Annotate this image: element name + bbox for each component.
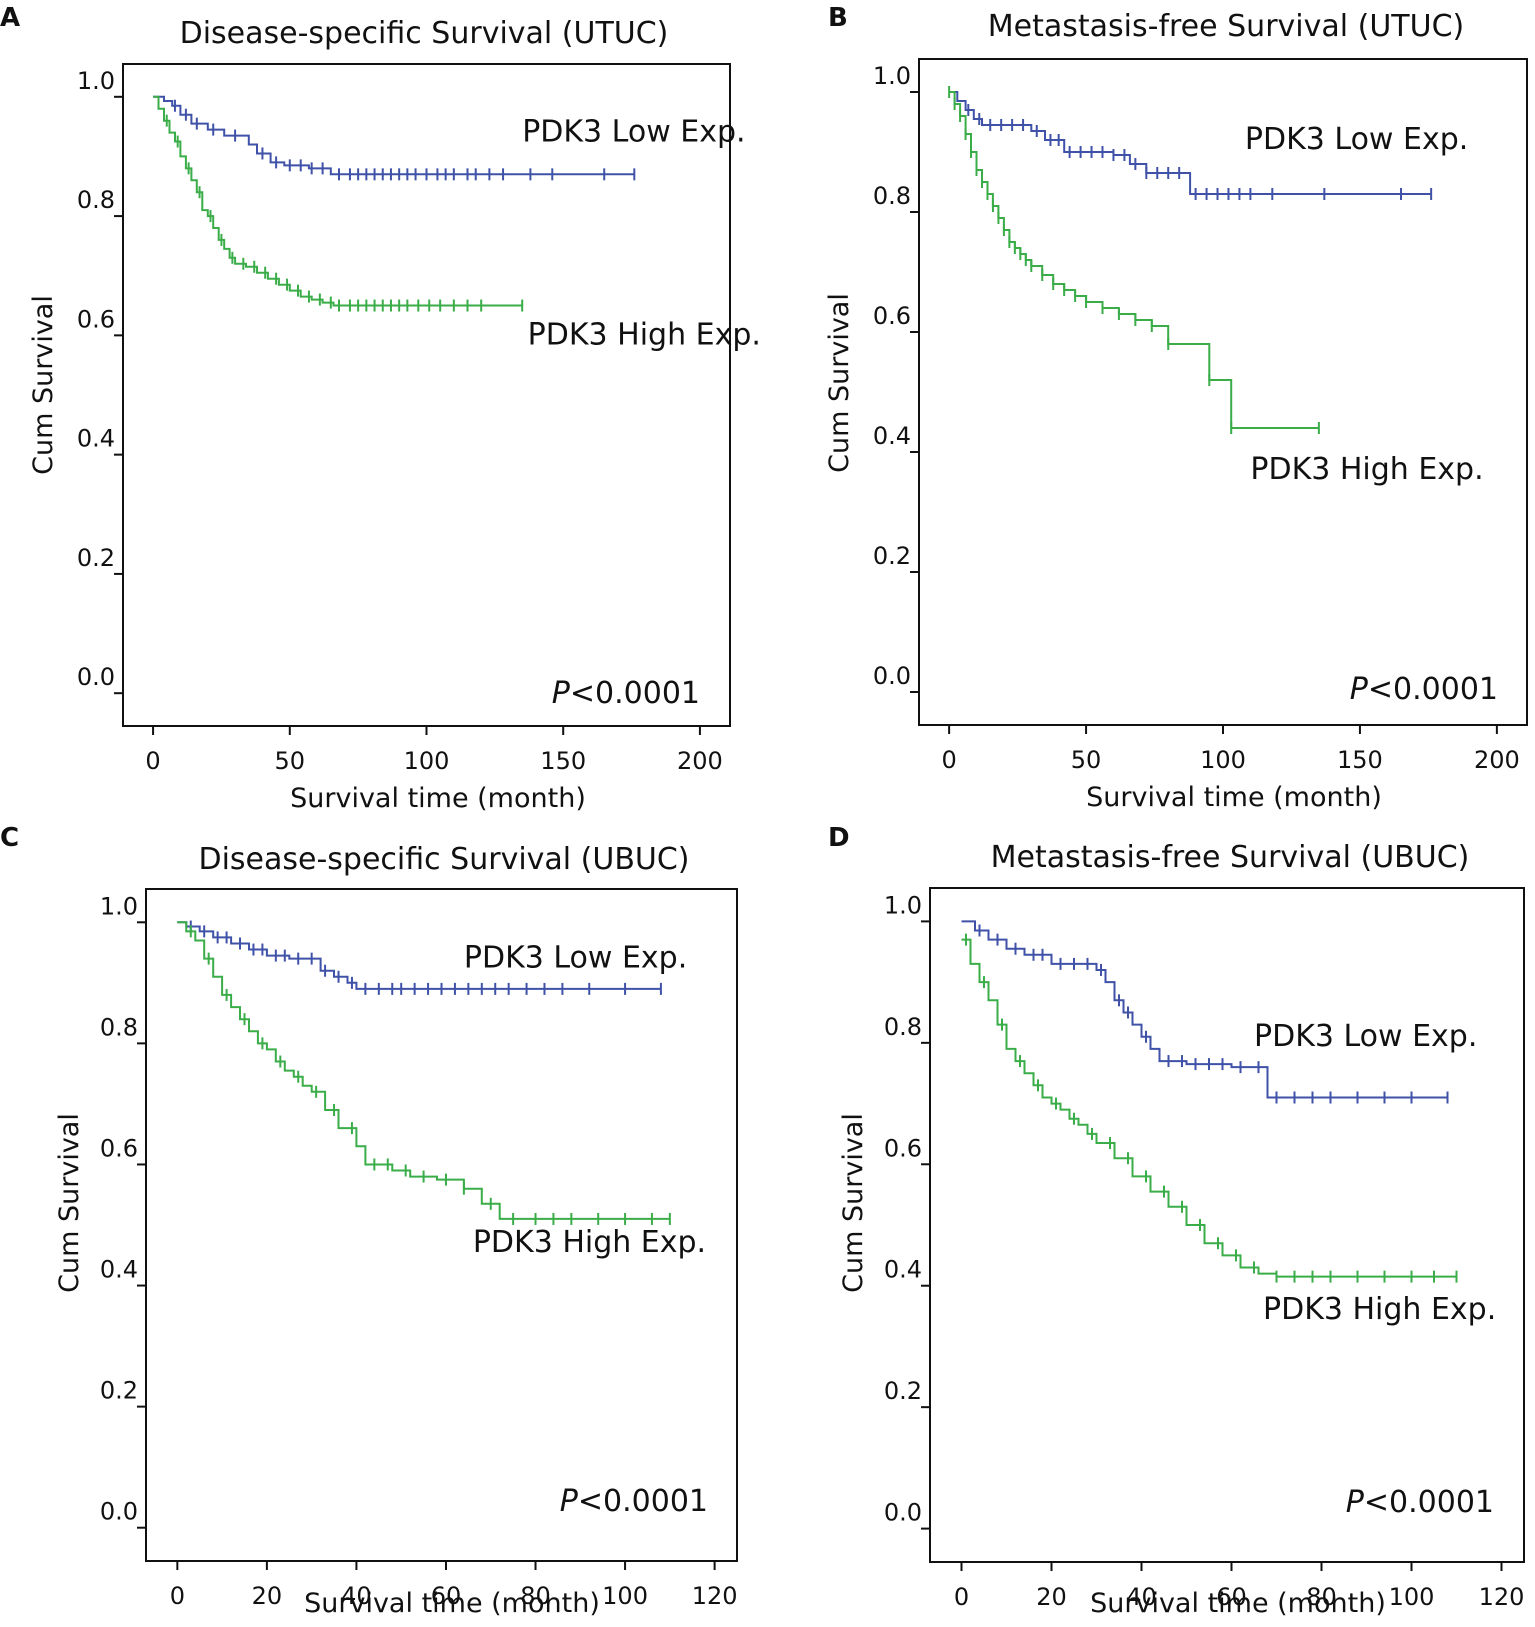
x-tick-label-b: 200 bbox=[1474, 746, 1520, 774]
chart-title-c: Disease-specific Survival (UBUC) bbox=[198, 842, 689, 877]
x-tick-label-c: 100 bbox=[602, 1582, 648, 1610]
y-tick-label-a: 0.6 bbox=[77, 305, 115, 333]
p-value-c: P<0.0001 bbox=[560, 1484, 708, 1519]
x-tick-label-a: 150 bbox=[540, 747, 586, 775]
chart-title-b: Metastasis-free Survival (UTUC) bbox=[988, 9, 1464, 44]
x-tick-label-d: 20 bbox=[1036, 1583, 1067, 1611]
y-tick-label-a: 1.0 bbox=[77, 67, 115, 95]
panel-letter-c: C bbox=[0, 823, 19, 853]
x-tick-label-b: 100 bbox=[1200, 746, 1246, 774]
curve-label-high-b: PDK3 High Exp. bbox=[1250, 452, 1483, 487]
curve-label-low-a: PDK3 Low Exp. bbox=[522, 115, 745, 150]
x-tick-label-d: 100 bbox=[1389, 1583, 1435, 1611]
curve-label-low-b: PDK3 Low Exp. bbox=[1245, 122, 1468, 157]
y-tick-label-d: 0.8 bbox=[884, 1013, 922, 1041]
x-tick-label-b: 150 bbox=[1337, 746, 1383, 774]
curves-d: PDK3 Low Exp. PDK3 High Exp. bbox=[961, 920, 1496, 1327]
x-tick-label-b: 50 bbox=[1071, 746, 1102, 774]
y-tick-label-b: 0.2 bbox=[873, 542, 911, 570]
y-tick-label-b: 1.0 bbox=[873, 62, 911, 90]
x-tick-label-a: 0 bbox=[145, 747, 160, 775]
curve-label-high-a: PDK3 High Exp. bbox=[528, 317, 761, 352]
x-tick-label-c: 60 bbox=[431, 1582, 462, 1610]
y-tick-label-d: 1.0 bbox=[884, 891, 922, 919]
curve-label-high-c: PDK3 High Exp. bbox=[473, 1225, 706, 1260]
x-axis-label-d: Survival time (month) bbox=[1090, 1588, 1386, 1619]
axis-ticks-c: 0 20 40 60 80 100 120 0.0 0.2 0.4 0.6 0.8 1.0 bbox=[100, 892, 738, 1610]
curve-label-low-c: PDK3 Low Exp. bbox=[464, 941, 687, 976]
y-axis-label-a: Cum Survival bbox=[28, 295, 59, 475]
x-tick-label-a: 200 bbox=[677, 747, 723, 775]
x-tick-label-d: 0 bbox=[954, 1583, 969, 1611]
axis-ticks-a: 0 50 100 150 200 0.0 0.2 0.4 0.6 0.8 1.0 bbox=[77, 67, 723, 775]
y-tick-label-c: 1.0 bbox=[100, 892, 138, 920]
x-axis-label-a: Survival time (month) bbox=[290, 783, 586, 814]
y-tick-label-b: 0.0 bbox=[873, 662, 911, 690]
x-tick-label-c: 0 bbox=[170, 1582, 185, 1610]
x-tick-label-c: 40 bbox=[341, 1582, 372, 1610]
y-axis-label-d: Cum Survival bbox=[838, 1113, 869, 1293]
curves-c: PDK3 Low Exp. PDK3 High Exp. bbox=[177, 920, 706, 1260]
x-tick-label-c: 120 bbox=[692, 1582, 738, 1610]
y-tick-label-d: 0.4 bbox=[884, 1256, 922, 1284]
y-axis-label-b: Cum Survival bbox=[824, 293, 855, 473]
curve-label-low-d: PDK3 Low Exp. bbox=[1254, 1019, 1477, 1054]
y-tick-label-d: 0.6 bbox=[884, 1134, 922, 1162]
plot-frame-a bbox=[122, 63, 731, 727]
panel-a: A Disease-specific Survival (UTUC) 0 50 10… bbox=[0, 3, 761, 814]
y-tick-label-d: 0.2 bbox=[884, 1377, 922, 1405]
x-tick-label-d: 40 bbox=[1126, 1583, 1157, 1611]
axis-ticks-b: 0 50 100 150 200 0.0 0.2 0.4 0.6 0.8 1.0 bbox=[873, 62, 1520, 774]
km-curve-low-d bbox=[961, 920, 1448, 1099]
curves-b: PDK3 Low Exp. PDK3 High Exp. bbox=[948, 86, 1484, 487]
x-tick-label-a: 50 bbox=[275, 747, 306, 775]
y-axis-label-c: Cum Survival bbox=[54, 1113, 85, 1293]
km-curve-high-d bbox=[961, 938, 1457, 1278]
curve-label-high-d: PDK3 High Exp. bbox=[1263, 1292, 1496, 1327]
x-tick-label-a: 100 bbox=[404, 747, 450, 775]
y-tick-label-c: 0.8 bbox=[100, 1013, 138, 1041]
y-tick-label-b: 0.4 bbox=[873, 422, 911, 450]
y-tick-label-a: 0.0 bbox=[77, 663, 115, 691]
y-tick-label-d: 0.0 bbox=[884, 1499, 922, 1527]
curves-a: PDK3 Low Exp. PDK3 High Exp. bbox=[153, 95, 761, 352]
x-axis-label-b: Survival time (month) bbox=[1086, 782, 1382, 813]
y-tick-label-c: 0.0 bbox=[100, 1498, 138, 1526]
y-tick-label-c: 0.2 bbox=[100, 1377, 138, 1405]
chart-title-d: Metastasis-free Survival (UBUC) bbox=[991, 840, 1470, 875]
y-tick-label-b: 0.6 bbox=[873, 302, 911, 330]
panel-b: B Metastasis-free Survival (UTUC) 0 50 100… bbox=[824, 3, 1528, 813]
plot-frame-d bbox=[929, 887, 1525, 1563]
km-curve-low-c bbox=[177, 921, 661, 990]
y-tick-label-b: 0.8 bbox=[873, 182, 911, 210]
km-curve-low-b bbox=[949, 91, 1432, 195]
y-tick-label-c: 0.4 bbox=[100, 1256, 138, 1284]
panel-c: C Disease-specific Survival (UBUC) 0 20 40… bbox=[0, 823, 738, 1619]
p-value-d: P<0.0001 bbox=[1346, 1485, 1494, 1520]
x-tick-label-d: 60 bbox=[1216, 1583, 1247, 1611]
plot-frame-b bbox=[918, 58, 1528, 726]
axis-ticks-d: 0 20 40 60 80 100 120 0.0 0.2 0.4 0.6 0.8 1.0 bbox=[884, 891, 1525, 1611]
x-tick-label-c: 80 bbox=[520, 1582, 551, 1610]
chart-title-a: Disease-specific Survival (UTUC) bbox=[180, 16, 669, 51]
y-tick-label-a: 0.4 bbox=[77, 425, 115, 453]
y-tick-label-c: 0.6 bbox=[100, 1134, 138, 1162]
y-tick-label-a: 0.2 bbox=[77, 544, 115, 572]
x-tick-label-c: 20 bbox=[252, 1582, 283, 1610]
panel-letter-a: A bbox=[0, 3, 20, 33]
x-axis-label-c: Survival time (month) bbox=[304, 1588, 600, 1619]
panel-d: D Metastasis-free Survival (UBUC) 0 20 40 6… bbox=[828, 823, 1525, 1619]
panel-letter-b: B bbox=[828, 3, 848, 33]
y-tick-label-a: 0.8 bbox=[77, 186, 115, 214]
panel-letter-d: D bbox=[828, 823, 850, 853]
plot-frame-c bbox=[145, 888, 738, 1562]
x-tick-label-b: 0 bbox=[941, 746, 956, 774]
x-tick-label-d: 120 bbox=[1479, 1583, 1525, 1611]
x-tick-label-d: 80 bbox=[1306, 1583, 1337, 1611]
p-value-b: P<0.0001 bbox=[1350, 672, 1498, 707]
p-value-a: P<0.0001 bbox=[552, 676, 700, 711]
